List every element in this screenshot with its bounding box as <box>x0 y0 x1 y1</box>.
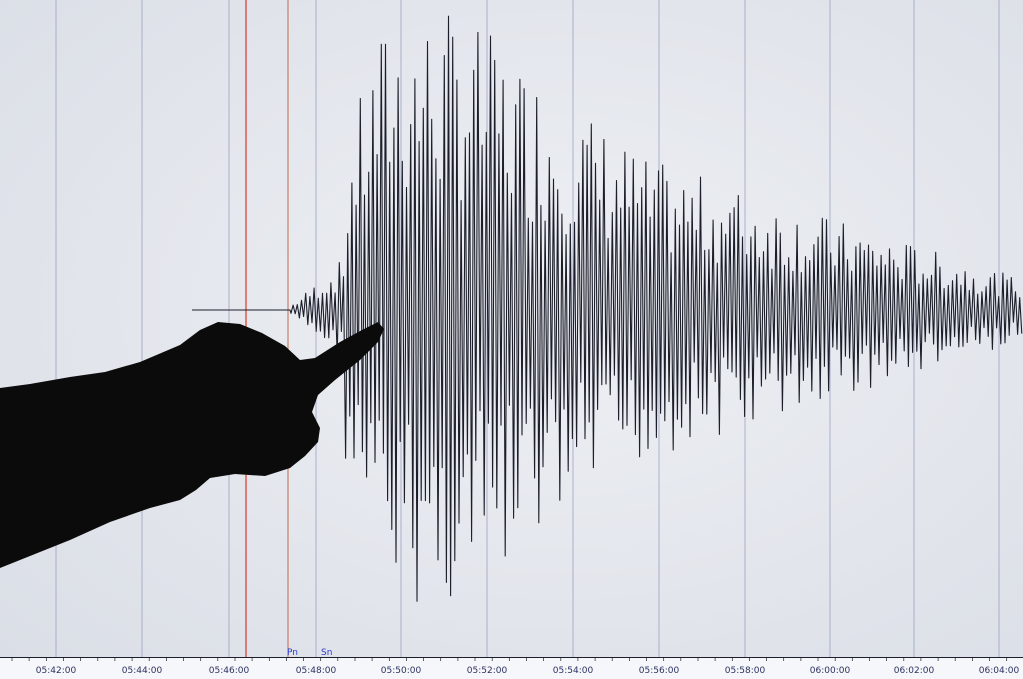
hand-silhouette <box>0 322 384 568</box>
time-tick-label-0546: 05:46:00 <box>209 666 250 676</box>
time-axis-minor-ticks <box>11 657 1008 661</box>
time-tick-label-0554: 05:54:00 <box>553 666 594 676</box>
time-tick-label-0558: 05:58:00 <box>725 666 766 676</box>
time-tick-label-0542: 05:42:00 <box>36 666 77 676</box>
sn-phase-label: Sn <box>321 648 332 658</box>
time-tick-label-0544: 05:44:00 <box>122 666 163 676</box>
time-tick-label-0602: 06:02:00 <box>894 666 935 676</box>
time-axis: 05:42:00 05:44:00 05:46:00 05:48:00 05:5… <box>0 657 1023 679</box>
time-tick-label-0556: 05:56:00 <box>639 666 680 676</box>
time-tick-label-0548: 05:48:00 <box>296 666 337 676</box>
time-tick-label-0552: 05:52:00 <box>467 666 508 676</box>
seismic-trace <box>192 15 1023 602</box>
time-axis-strip <box>0 657 1023 679</box>
time-tick-label-0600: 06:00:00 <box>810 666 851 676</box>
time-tick-label-0604: 06:04:00 <box>979 666 1020 676</box>
time-tick-label-0550: 05:50:00 <box>381 666 422 676</box>
pointing-hand-silhouette <box>0 322 384 568</box>
pn-phase-label: Pn <box>287 648 298 658</box>
